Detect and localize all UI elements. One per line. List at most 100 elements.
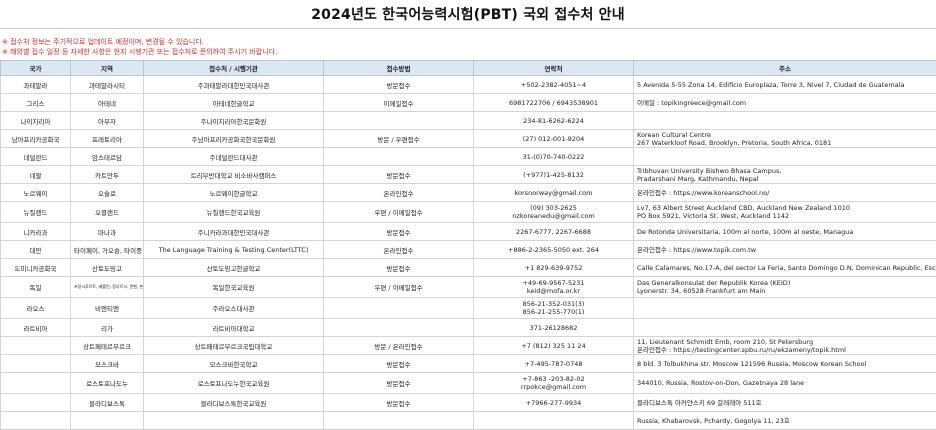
cell-agency bbox=[143, 411, 324, 430]
table-row: 그리스 아테네 아테네한글학교 이메일접수 6981722706 / 694353890… bbox=[0, 93, 936, 112]
cell-address: De Rotonda Universitaria, 100m al norte,… bbox=[633, 222, 936, 241]
cell-region: 마나과 bbox=[70, 222, 144, 241]
cell-method: 온라인접수 bbox=[323, 183, 474, 202]
cell-address-line: Korean Cultural Centre bbox=[637, 130, 712, 139]
cell-contact: +7966-277-9934 bbox=[473, 393, 634, 412]
cell-country: 대만 bbox=[0, 240, 71, 259]
cell-region: 아테네 bbox=[70, 93, 144, 112]
cell-contact-line: (09) 303-2625 bbox=[530, 204, 577, 212]
cell-contact-line: (+977)1-425-8132 bbox=[523, 170, 584, 179]
cell-contact: 2267-6777, 2267-6688 bbox=[473, 222, 634, 241]
table-row: 남아프리카공화국 프레토리아 주남아프리카공화국한국문화원 방문 / 우편접수 (27)… bbox=[0, 129, 936, 148]
table-row: 뉴질랜드 오클랜드 뉴질랜드한국교육원 우편 / 이메일접수 (09) 303-2625… bbox=[0, 201, 936, 223]
cell-method bbox=[323, 411, 474, 430]
cell-address-line: Tribhuvan University Bishwo Bhasa Campus… bbox=[637, 166, 782, 175]
column-header-country: 국가 bbox=[0, 60, 71, 76]
cell-address-line: Das Generalkonsulat der Republik Korea (… bbox=[637, 279, 791, 287]
cell-contact-line: 234-81-6262-6224 bbox=[523, 116, 584, 125]
cell-country: 도미니카공화국 bbox=[0, 258, 71, 277]
cell-contact: +7-863 -203-82-02 rrpokce@gmail.com bbox=[473, 372, 634, 394]
cell-region bbox=[70, 411, 144, 430]
cell-contact-line: korsnorway@gmail.com bbox=[514, 188, 593, 197]
table-row: 네덜란드 암스테르담 주네덜란드대사관 31-(0)70-740-0222 bbox=[0, 147, 936, 166]
cell-country: 나이지리아 bbox=[0, 111, 71, 130]
table-row: 라트비아 리가 라트비아대학교 371-26128682 bbox=[0, 318, 936, 337]
cell-contact-line: 371-26128682 bbox=[529, 323, 578, 332]
cell-contact bbox=[473, 411, 634, 430]
cell-address-line: Lv7, 63 Albert Street Auckland CBD, Auck… bbox=[637, 204, 851, 212]
cell-contact: +7 (812) 325 11 24 bbox=[473, 336, 634, 355]
cell-country: 남아프리카공화국 bbox=[0, 129, 71, 148]
cell-agency: 주나이지리아한국문화원 bbox=[143, 111, 324, 130]
notes: ※ 접수처 정보는 주기적으로 업데이트 예정이며, 변경될 수 있습니다. ※… bbox=[0, 29, 936, 57]
cell-method: 이메일접수 bbox=[323, 93, 474, 112]
cell-agency: 블라디보스톡한국교육원 bbox=[143, 393, 324, 412]
cell-address: Calle Calamares, No.17-A, del sector La … bbox=[633, 258, 936, 277]
cell-address-line: 블라디보스톡 아카얀스키 69 갈레레아 511호 bbox=[637, 398, 762, 407]
cell-contact: 31-(0)70-740-0222 bbox=[473, 147, 634, 166]
cell-contact-line: rrpokce@gmail.com bbox=[520, 383, 587, 391]
cell-address-line: 5 Avenida 5-55 Zona 14, Edificio Europla… bbox=[637, 80, 905, 89]
cell-agency: 독일한국교육원 bbox=[143, 276, 324, 298]
cell-method: 방문접수 bbox=[323, 354, 474, 373]
cell-address: 이메일 : topikingreece@gmail.com bbox=[633, 93, 936, 112]
cell-region: 오슬로 bbox=[70, 183, 144, 202]
cell-agency: 뉴질랜드한국교육원 bbox=[143, 201, 324, 223]
cell-contact-line: +1 829-639-9752 bbox=[524, 263, 583, 272]
table-row: 모스크바 모스크바한국학교 방문접수 +7-495-787-0748 8 bld. 3 … bbox=[0, 354, 936, 373]
cell-contact: +49-69-9567-5231 keid@mofa.or.kr bbox=[473, 276, 634, 298]
cell-agency: The Language Training & Testing Center(L… bbox=[143, 240, 324, 259]
cell-region: 로스토프나도누 bbox=[70, 372, 144, 394]
table-row: 로스토프나도누 로스토프나도누한국교육원 방문접수 +7-863 -203-82-02… bbox=[0, 372, 936, 394]
cell-contact: (+977)1-425-8132 bbox=[473, 165, 634, 184]
cell-agency: 주라오스대사관 bbox=[143, 297, 324, 319]
cell-contact-line: (27) 012-001-9204 bbox=[522, 134, 585, 143]
column-header-method: 접수방법 bbox=[323, 60, 474, 76]
table-row: 도미니카공화국 산토도밍고 산토도밍고한글학교 방문접수 +1 829-639-9752… bbox=[0, 258, 936, 277]
title-bar: 2024년도 한국어능력시험(PBT) 국외 접수처 안내 bbox=[0, 0, 936, 29]
cell-region: 암스테르담 bbox=[70, 147, 144, 166]
cell-agency: 주니카라과대한민국대사관 bbox=[143, 222, 324, 241]
column-header-address: 주소 bbox=[633, 60, 936, 76]
cell-address: Das Generalkonsulat der Republik Korea (… bbox=[633, 276, 936, 298]
column-header-contact: 연락처 bbox=[473, 60, 634, 76]
cell-method: 온라인접수 bbox=[323, 240, 474, 259]
cell-address-line: Russia, Khabarovsk, Pchardy, Gogolya 11,… bbox=[637, 416, 790, 425]
cell-address bbox=[633, 147, 936, 166]
cell-region: 산토도밍고 bbox=[70, 258, 144, 277]
page-title: 2024년도 한국어능력시험(PBT) 국외 접수처 안내 bbox=[311, 7, 625, 23]
cell-country: 라트비아 bbox=[0, 318, 71, 337]
cell-address bbox=[633, 318, 936, 337]
cell-region: 프랑크푸르트, 베를린, 함부르크, 뮌헨, 본, 본트로프 bbox=[70, 276, 144, 298]
cell-contact-line: 2267-6777, 2267-6688 bbox=[516, 227, 591, 236]
cell-country: 그리스 bbox=[0, 93, 71, 112]
cell-region: 상트페테르부르크 bbox=[70, 336, 144, 355]
cell-address-line: 344010, Russia, Rostov-on-Don, Gazetnaya… bbox=[637, 379, 805, 387]
cell-country bbox=[0, 372, 71, 394]
table-row: 니카라과 마나과 주니카라과대한민국대사관 방문접수 2267-6777, 2267-6… bbox=[0, 222, 936, 241]
cell-method: 방문접수 bbox=[323, 372, 474, 394]
cell-contact-line: +7-495-787-0748 bbox=[524, 359, 583, 368]
cell-method: 방문접수 bbox=[323, 75, 474, 94]
cell-agency: 트리부반대학교 비소바사캠퍼스 bbox=[143, 165, 324, 184]
cell-contact-line: +7-863 -203-82-02 bbox=[522, 375, 585, 383]
table-row: 네팔 카트만두 트리부반대학교 비소바사캠퍼스 방문접수 (+977)1-425-813… bbox=[0, 165, 936, 184]
cell-method: 방문접수 bbox=[323, 165, 474, 184]
cell-agency: 노르웨이한글학교 bbox=[143, 183, 324, 202]
cell-address-line: Pradarshani Marg, Kathmandu, Nepal bbox=[637, 174, 759, 183]
cell-address-line: 8 bld. 3 Tolbukhina str. Moscow 121596 R… bbox=[637, 359, 867, 368]
cell-region: 과테말라시티 bbox=[70, 75, 144, 94]
cell-address-line: 온라인접수 : https://www.koreanschool.no/ bbox=[637, 188, 770, 197]
cell-method bbox=[323, 297, 474, 319]
cell-contact-line: +886-2-2365-5050 ext. 264 bbox=[508, 245, 599, 254]
cell-address: 5 Avenida 5-55 Zona 14, Edificio Europla… bbox=[633, 75, 936, 94]
cell-country: 네덜란드 bbox=[0, 147, 71, 166]
table-header-row: 국가 지역 접수처 / 시행기관 접수방법 연락처 주소 bbox=[0, 60, 936, 76]
cell-address: Russia, Khabarovsk, Pchardy, Gogolya 11,… bbox=[633, 411, 936, 430]
cell-address-line: PO Box 5921, Victoria St. West, Auckland… bbox=[637, 212, 790, 220]
cell-contact-line: 856-21-255-770(1) bbox=[522, 308, 585, 316]
cell-agency: 주과테말라대한민국대사관 bbox=[143, 75, 324, 94]
cell-region: 오클랜드 bbox=[70, 201, 144, 223]
